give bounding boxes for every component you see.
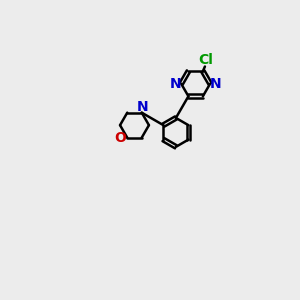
Text: Cl: Cl <box>198 53 213 67</box>
Text: N: N <box>210 77 221 91</box>
Text: N: N <box>170 77 182 91</box>
Text: O: O <box>114 131 126 145</box>
Text: N: N <box>136 100 148 114</box>
